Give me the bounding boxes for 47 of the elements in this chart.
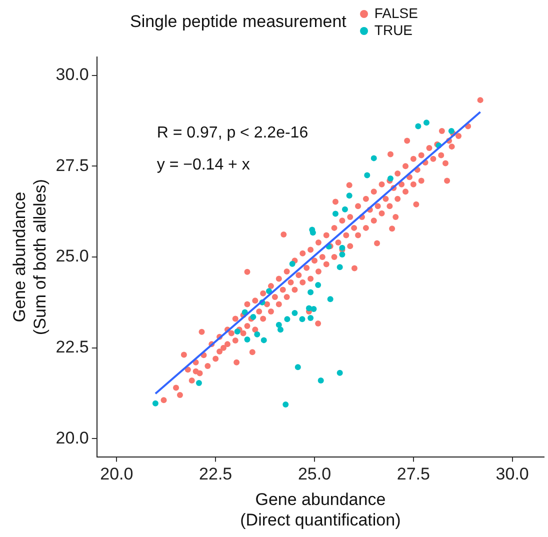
point [292, 310, 298, 316]
y-tick-label: 25.0 [56, 246, 89, 266]
point [289, 260, 296, 267]
point [294, 364, 301, 370]
x-tick-label: 22.5 [199, 464, 232, 484]
point [346, 192, 352, 199]
point [448, 128, 454, 134]
point [196, 380, 202, 386]
y-axis-title: Gene abundance (Sum of both alleles) [10, 179, 50, 335]
y-tick-label: 27.5 [56, 156, 89, 175]
point [339, 251, 346, 258]
y-tick-label: 30.0 [56, 65, 89, 84]
x-tick-label: 20.0 [100, 464, 134, 484]
point [244, 336, 250, 342]
point [336, 264, 343, 270]
x-axis-title: Gene abundance (Direct quantification) [240, 490, 401, 530]
point [308, 315, 314, 322]
point [415, 123, 422, 130]
point [277, 326, 284, 333]
point [276, 322, 282, 328]
point [423, 120, 430, 126]
x-tick-label: 27.5 [396, 464, 430, 484]
legend-label: TRUE [374, 22, 413, 39]
point [336, 370, 343, 376]
x-tick-label: 25.0 [298, 464, 332, 484]
point [332, 210, 338, 217]
point [308, 289, 314, 296]
annotation: R = 0.97, p < 2.2e-16 [156, 124, 308, 142]
point [299, 316, 306, 322]
point [260, 337, 267, 344]
y-tick-label: 22.5 [56, 338, 89, 357]
point [310, 306, 317, 312]
legend-title: Single peptide measurement [130, 12, 346, 32]
point [152, 400, 158, 406]
y-tick-label: 20.0 [56, 428, 89, 448]
x-tick-label: 30.0 [496, 464, 529, 484]
point [315, 282, 322, 288]
point [282, 401, 289, 408]
point [284, 316, 290, 322]
point [327, 296, 334, 302]
annotation: y = −0.14 + x [156, 156, 250, 174]
legend-label: FALSE [374, 5, 418, 22]
point [254, 331, 260, 338]
point [318, 378, 324, 384]
point [342, 206, 348, 212]
point [370, 155, 377, 162]
point [364, 172, 370, 178]
